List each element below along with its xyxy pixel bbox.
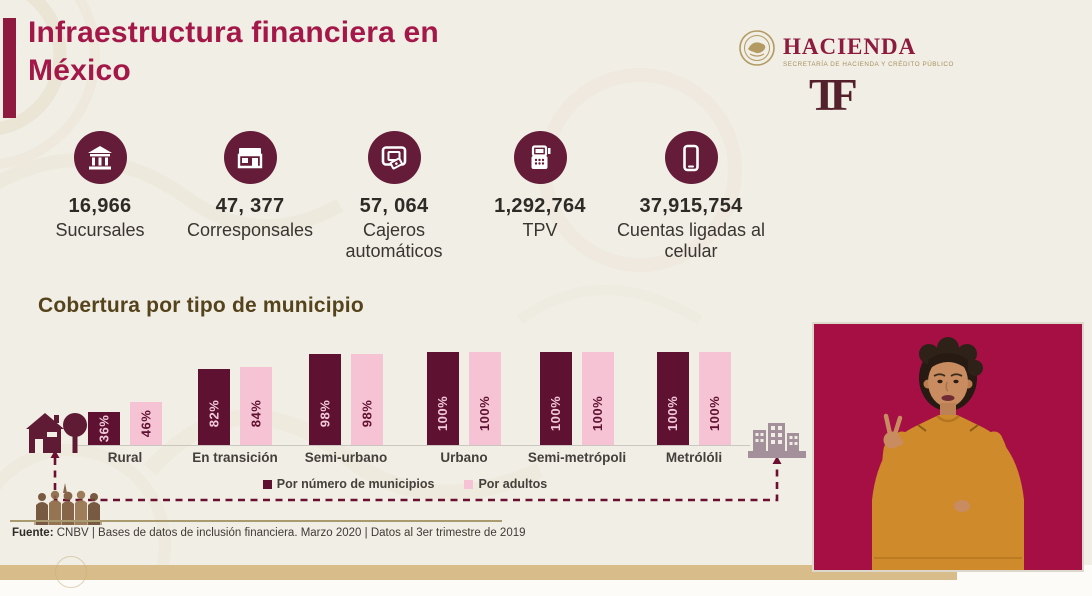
stat-cajeros: 57, 064 Cajeros automáticos [324, 131, 464, 262]
legend-label: Por número de municipios [276, 477, 435, 491]
category-label: Semi-urbano [304, 450, 388, 465]
interpreter-illustration [814, 324, 1082, 570]
bar-value-text: 100% [477, 395, 493, 431]
mobile-phone-icon [664, 131, 718, 184]
hacienda-subtitle: SECRETARÍA DE HACIENDA Y CRÉDITO PÚBLICO [783, 60, 954, 68]
category-label: Metrólóli [665, 450, 723, 465]
bar-value-label: 100% [427, 381, 459, 445]
x-axis-line [78, 445, 750, 446]
tf-monogram: TF [809, 69, 858, 120]
people-illustration [34, 483, 102, 525]
hacienda-wordmark: HACIENDA [783, 33, 917, 59]
bar-value-text: 100% [548, 395, 564, 431]
legend-swatch-dark [262, 479, 272, 489]
stat-value: 47, 377 [215, 195, 285, 217]
chart-bar: 36% [88, 412, 120, 445]
chart-title: Cobertura por tipo de municipio [38, 294, 364, 317]
page-title: Infraestructura financiera en México [28, 16, 439, 87]
title-accent-bar [3, 18, 16, 118]
chart-bar: 84% [240, 367, 272, 445]
chart-bar: 82% [198, 369, 230, 445]
legend-item-adultos: Por adultos [464, 477, 547, 491]
bar-value-label: 84% [240, 381, 272, 445]
stat-value: 37,915,754 [639, 195, 743, 217]
bar-value-text: 100% [665, 395, 681, 431]
category-label: Urbano [440, 450, 488, 465]
source-label: Fuente: [12, 527, 54, 539]
rural-house-icon [26, 413, 87, 453]
bar-value-label: 98% [351, 381, 383, 445]
stat-label: TPV [522, 220, 558, 240]
pos-terminal-icon [513, 131, 567, 184]
legend-item-municipios: Por número de municipios [262, 477, 435, 491]
chart-bar: 98% [309, 354, 341, 445]
stat-value: 16,966 [68, 195, 132, 217]
bar-value-label: 100% [469, 381, 501, 445]
stat-corresponsales: 47, 377 Corresponsales [175, 131, 325, 241]
seal-watermark-icon [55, 556, 87, 588]
bottom-tan-bar [0, 565, 957, 580]
bar-value-label: 100% [582, 381, 614, 445]
bank-icon [73, 131, 127, 184]
chart-bar: 100% [469, 352, 501, 445]
bar-value-label: 46% [130, 402, 162, 445]
chart-bar: 100% [657, 352, 689, 445]
atm-icon [367, 131, 421, 184]
bar-value-text: 46% [138, 409, 154, 438]
stat-label: Cuentas ligadas al celular [616, 220, 766, 261]
bar-value-text: 100% [590, 395, 606, 431]
chart-bar: 100% [699, 352, 731, 445]
stat-label: Cajeros automáticos [345, 220, 443, 261]
bar-value-label: 100% [699, 381, 731, 445]
bar-value-label: 100% [657, 381, 689, 445]
bar-value-label: 100% [540, 381, 572, 445]
bar-value-label: 36% [88, 412, 120, 445]
rural-to-urban-connector [50, 450, 782, 502]
category-label: Semi-metrópoli [527, 450, 627, 465]
sign-language-interpreter-video [812, 322, 1084, 572]
legend-label: Por adultos [478, 477, 548, 491]
stat-label: Sucursales [55, 220, 145, 240]
source-text: Fuente: CNBV | Bases de datos de inclusi… [12, 527, 526, 539]
bar-value-text: 100% [707, 395, 723, 431]
urban-city-icon [748, 423, 806, 458]
bar-value-text: 98% [317, 399, 333, 427]
stat-tpv: 1,292,764 TPV [480, 131, 600, 241]
bar-value-text: 36% [96, 414, 112, 443]
bar-chart: 36% 46% Rural 82% 84% En transición 98% 98% Semi… [0, 352, 810, 472]
stat-value: 1,292,764 [494, 195, 586, 217]
stat-value: 57, 064 [359, 195, 429, 217]
category-label: En transición [192, 450, 278, 465]
stat-sucursales: 16,966 Sucursales [40, 131, 160, 241]
bar-value-text: 100% [435, 395, 451, 431]
hacienda-logo: HACIENDA SECRETARÍA DE HACIENDA Y CRÉDIT… [737, 28, 957, 120]
bar-value-label: 98% [309, 381, 341, 445]
chart-bar: 100% [582, 352, 614, 445]
stat-label: Corresponsales [186, 220, 314, 240]
chart-bar: 98% [351, 354, 383, 445]
store-icon [223, 131, 277, 184]
legend-swatch-pink [464, 479, 474, 489]
bar-value-text: 98% [359, 399, 375, 427]
bar-value-text: 84% [248, 399, 264, 427]
chart-bar: 100% [427, 352, 459, 445]
bar-value-text: 82% [206, 399, 222, 427]
chart-bar: 100% [540, 352, 572, 445]
source-divider [10, 520, 502, 522]
chart-bar: 46% [130, 402, 162, 445]
category-label: Rural [107, 450, 143, 465]
bar-value-label: 82% [198, 381, 230, 445]
hacienda-seal-icon [737, 28, 777, 73]
stat-cuentas-celular: 37,915,754 Cuentas ligadas al celular [605, 131, 777, 262]
chart-legend: Por número de municipios Por adultos [0, 477, 810, 491]
